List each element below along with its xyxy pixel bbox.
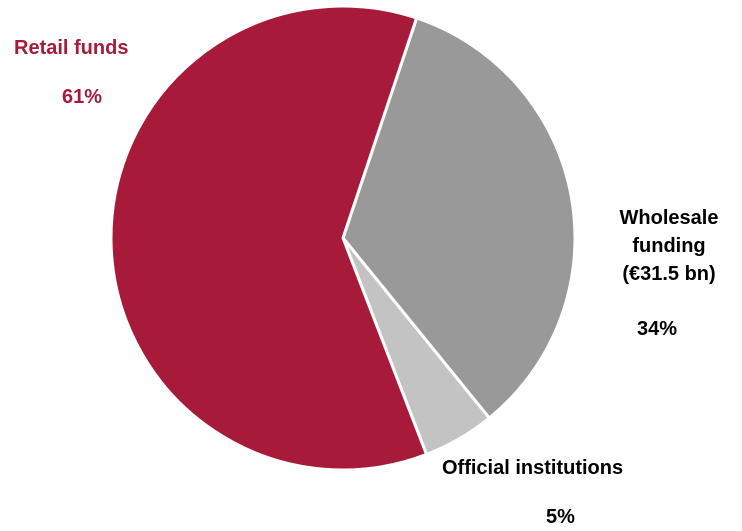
pie-slice-retail-funds: [109, 4, 429, 472]
label-official-institutions: Official institutions: [442, 454, 623, 482]
value-official-institutions: 5%: [546, 506, 575, 529]
label-wholesale-funding: Wholesale funding (€31.5 bn): [597, 204, 741, 288]
value-wholesale-funding-text: 34%: [637, 318, 678, 340]
label-retail-funds: Retail funds: [14, 34, 128, 62]
label-official-institutions-text: Official institutions: [442, 457, 624, 479]
label-wholesale-line-3: (€31.5 bn): [622, 263, 716, 285]
label-wholesale-line-1: Wholesale: [619, 207, 719, 229]
pie-slice-wholesale: [341, 16, 577, 420]
value-official-institutions-text: 5%: [546, 506, 575, 528]
value-retail-funds: 61%: [62, 86, 102, 109]
label-retail-funds-text: Retail funds: [14, 37, 129, 59]
value-wholesale-funding: 34%: [637, 318, 677, 341]
label-wholesale-line-2: funding: [632, 235, 706, 257]
value-retail-funds-text: 61%: [62, 86, 103, 108]
